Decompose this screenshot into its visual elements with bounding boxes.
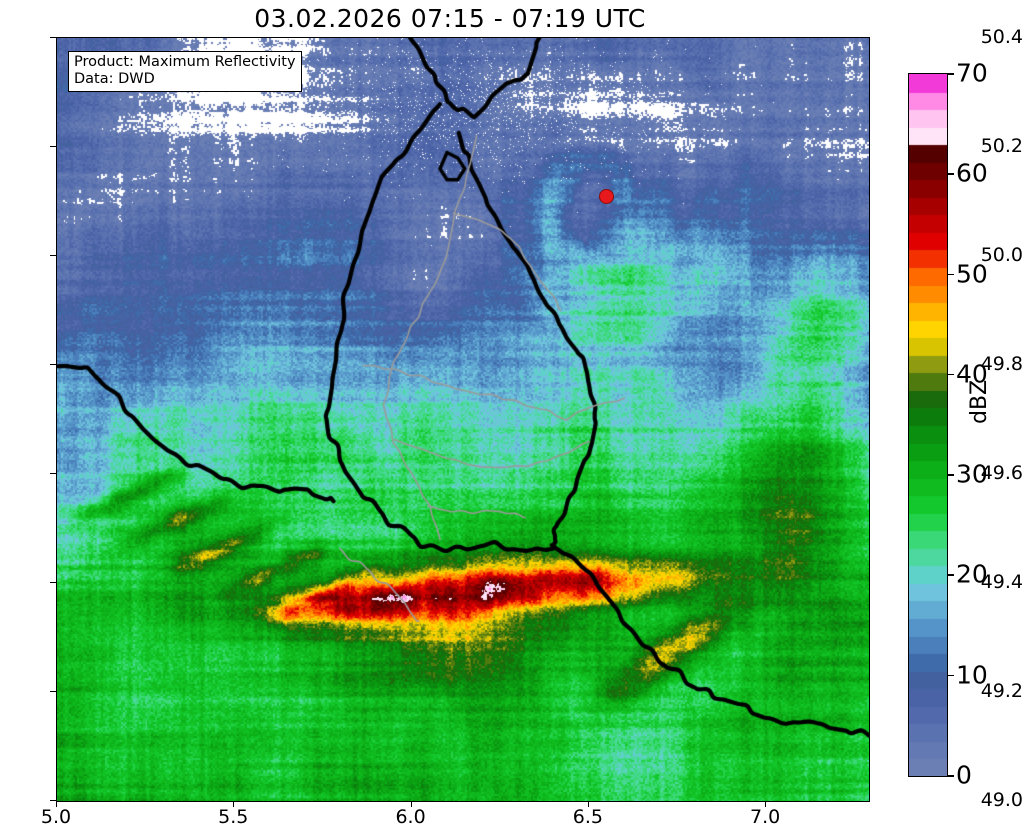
y-axis-tick-mark — [50, 691, 56, 692]
colorbar-tick-mark — [947, 674, 954, 677]
colorbar-tick-label: 60 — [956, 158, 988, 188]
y-axis-tick-mark — [50, 37, 56, 38]
colorbar-tick-mark — [947, 273, 954, 276]
colorbar-gradient — [909, 74, 947, 776]
map-borders-overlay — [57, 38, 869, 801]
y-axis-tick-label: 50.2 — [980, 135, 1023, 157]
colorbar-tick-label: 30 — [956, 459, 988, 489]
y-axis-tick-label: 49.8 — [980, 353, 1023, 375]
colorbar-tick-mark — [947, 775, 954, 777]
x-axis-tick-label: 7.0 — [750, 806, 781, 828]
colorbar-tick-mark — [947, 73, 954, 75]
colorbar-tick-mark — [947, 474, 954, 476]
info-product-line: Product: Maximum Reflectivity — [74, 54, 296, 70]
x-axis-tick-label: 5.0 — [40, 806, 72, 828]
colorbar-tick-label: 20 — [956, 559, 988, 589]
colorbar-tick-label: 50 — [956, 259, 988, 289]
colorbar-tick-label: 0 — [956, 760, 972, 790]
y-axis-tick-label: 50.4 — [980, 26, 1023, 48]
colorbar-tick-label: 10 — [956, 660, 988, 690]
x-axis-tick-mark — [587, 801, 589, 807]
y-axis-tick-label: 50.0 — [980, 244, 1023, 266]
x-axis-tick-label: 6.0 — [395, 806, 426, 828]
y-axis-tick-label: 49.2 — [980, 680, 1023, 702]
radar-map-axes[interactable]: Product: Maximum Reflectivity Data: DWD — [56, 37, 870, 802]
colorbar-tick-mark — [947, 173, 954, 175]
y-axis-tick-label: 49.4 — [980, 571, 1023, 593]
y-axis-tick-mark — [50, 255, 56, 256]
x-axis-tick-label: 5.5 — [218, 806, 249, 828]
info-data-line: Data: DWD — [74, 71, 155, 87]
product-info-box: Product: Maximum Reflectivity Data: DWD — [68, 51, 302, 92]
y-axis-tick-mark — [50, 364, 56, 365]
x-axis-tick-mark — [56, 801, 57, 807]
colorbar-tick-label: 70 — [956, 58, 988, 88]
colorbar-tick-label: 40 — [956, 359, 988, 389]
x-axis-tick-mark — [233, 801, 235, 807]
x-axis-tick-mark — [410, 801, 412, 807]
colorbar-axes[interactable] — [908, 73, 948, 777]
y-axis-tick-mark — [50, 473, 56, 474]
y-axis-tick-mark — [50, 582, 56, 583]
colorbar-tick-mark — [947, 574, 954, 576]
colorbar-tick-mark — [947, 373, 954, 376]
x-axis-tick-mark — [765, 801, 767, 807]
y-axis-tick-label: 49.0 — [980, 789, 1023, 811]
y-axis-tick-mark — [50, 800, 56, 801]
y-axis-tick-mark — [50, 146, 56, 147]
x-axis-tick-label: 6.5 — [572, 806, 603, 828]
page-title: 03.02.2026 07:15 - 07:19 UTC — [254, 4, 646, 33]
y-axis-tick-label: 49.6 — [980, 462, 1023, 484]
radar-station-marker[interactable] — [599, 188, 615, 204]
colorbar-axis-label: dBZ — [967, 379, 992, 424]
